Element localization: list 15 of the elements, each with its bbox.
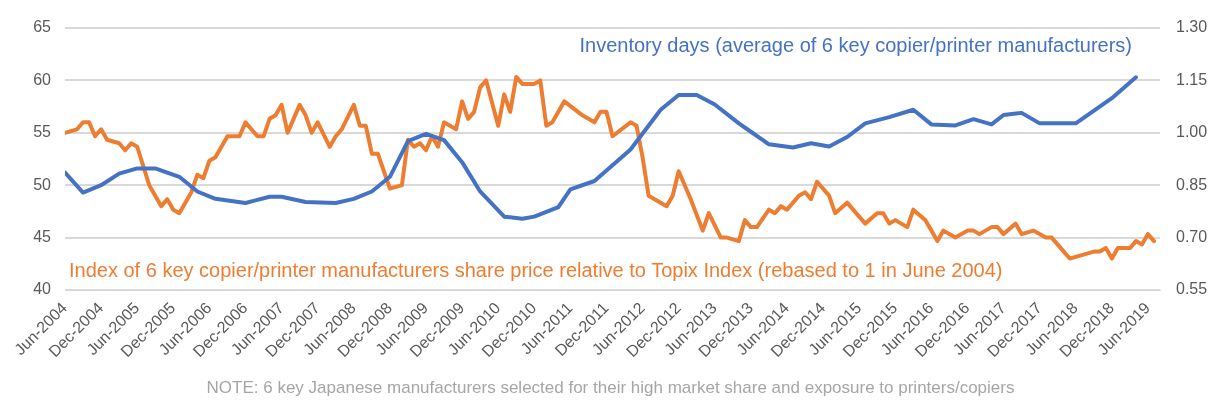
y-tick-label: 40	[33, 280, 52, 298]
y2-tick-label: 1.00	[1176, 123, 1208, 141]
y-tick-label: 55	[33, 123, 52, 141]
y2-tick-label: 0.55	[1176, 280, 1208, 298]
y-tick-label: 60	[33, 70, 52, 88]
y-tick-label: 50	[33, 175, 52, 193]
series-label: Index of 6 key copier/printer manufacturers share price relative to Topix Index (rebased to 1 in June 2004)	[69, 258, 1003, 281]
text: NOTE: 6 key Japanese manufacturers selected for their high market share and exposure to printers/copiers	[205, 378, 1016, 398]
y2-tick-label: 0.85	[1176, 175, 1208, 193]
y-tick-label: 65	[33, 18, 52, 36]
y2-tick-label: 1.15	[1176, 70, 1208, 88]
y2-tick-label: 1.30	[1176, 18, 1208, 36]
y2-tick-label: 0.70	[1176, 228, 1208, 246]
y-tick-label: 45	[33, 228, 52, 246]
series-label: Inventory days (average of 6 key copier/printer manufacturers)	[579, 33, 1132, 56]
